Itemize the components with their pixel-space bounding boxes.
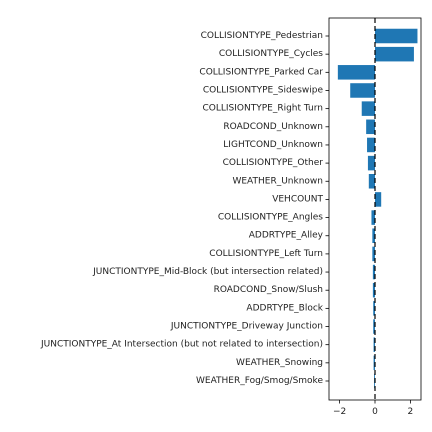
category-label: ROADCOND_Snow/Slush [214,285,323,295]
bar [371,210,375,225]
bar [337,65,375,80]
bar [375,46,414,62]
category-label: COLLISIONTYPE_Right Turn [203,104,324,114]
bar [361,101,375,116]
bar [372,246,375,262]
bar [372,282,375,298]
x-tick-label: −2 [333,407,346,417]
category-label: ADDRTYPE_Alley [249,231,324,241]
category-label: JUNCTIONTYPE_Mid-Block (but intersection… [92,267,323,277]
category-label: COLLISIONTYPE_Parked Car [199,67,323,77]
category-label: ROADCOND_Unknown [223,122,323,132]
category-label: WEATHER_Snowing [236,358,323,368]
category-label: COLLISIONTYPE_Angles [218,213,323,223]
bar [373,337,375,352]
category-label: COLLISIONTYPE_Sideswipe [203,85,324,95]
bars-layer [337,28,418,389]
plot-frame [328,17,422,401]
category-label: WEATHER_Unknown [232,176,323,186]
bar [373,319,375,334]
category-label: ADDRTYPE_Block [246,303,323,313]
category-label: JUNCTIONTYPE_Driveway Junction [170,322,323,332]
category-label: COLLISIONTYPE_Cycles [219,49,323,59]
bar [373,301,375,316]
bar [372,228,375,243]
bar [350,83,375,98]
bar [367,155,375,171]
x-axis: −2 0 2 [333,400,413,417]
y-axis-ticks [325,35,329,382]
category-label: COLLISIONTYPE_Pedestrian [201,31,323,41]
category-label: COLLISIONTYPE_Other [223,158,324,168]
x-tick-label: 2 [408,407,414,417]
bar [373,355,375,371]
bar [367,137,375,153]
bar [368,174,375,189]
category-label: JUNCTIONTYPE_At Intersection (but not re… [40,340,323,350]
category-label: COLLISIONTYPE_Left Turn [209,249,323,259]
bar [372,264,375,280]
bar [375,192,382,207]
category-label: VEHCOUNT [272,194,323,204]
category-label: WEATHER_Fog/Smog/Smoke [196,376,323,386]
category-label: LIGHTCOND_Unknown [223,140,323,150]
bar [366,119,375,135]
x-tick-label: 0 [372,407,378,417]
category-labels: COLLISIONTYPE_Pedestrian COLLISIONTYPE_Cy… [40,31,324,386]
bar [375,28,418,44]
